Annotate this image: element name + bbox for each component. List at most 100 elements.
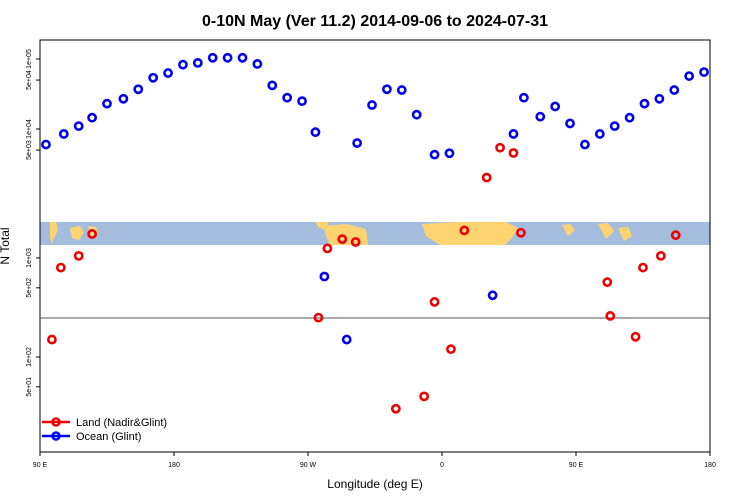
land-point bbox=[429, 297, 440, 307]
map-ocean bbox=[40, 222, 710, 245]
ocean-point bbox=[58, 129, 69, 139]
land-point bbox=[419, 391, 430, 402]
land-point bbox=[322, 243, 333, 254]
ocean-point bbox=[487, 290, 498, 301]
ocean-point bbox=[382, 84, 392, 95]
legend-ocean-marker bbox=[51, 431, 61, 441]
x-tick-label: 180 bbox=[704, 462, 716, 469]
land-point bbox=[337, 234, 348, 245]
ocean-point bbox=[669, 85, 680, 95]
ocean-point bbox=[411, 109, 422, 120]
ocean-point bbox=[341, 334, 352, 345]
land-point bbox=[87, 229, 98, 239]
chart-title: 0-10N May (Ver 11.2) 2014-09-06 to 2024-… bbox=[202, 13, 548, 30]
x-tick-label: 90 E bbox=[33, 462, 48, 469]
y-tick-label: 5e+04 bbox=[26, 70, 33, 90]
x-axis: 90 E 180 90 W 0 90 E 180 bbox=[33, 452, 716, 469]
ocean-point bbox=[41, 139, 51, 150]
land-point bbox=[47, 334, 57, 345]
ocean-point bbox=[396, 85, 407, 95]
ocean-point bbox=[319, 271, 330, 282]
land-point bbox=[481, 172, 492, 183]
ocean-point bbox=[624, 112, 635, 123]
ocean-point bbox=[429, 149, 440, 160]
land-point bbox=[350, 237, 361, 247]
ocean-point bbox=[508, 129, 519, 139]
map-land-indonesia-east bbox=[598, 223, 614, 239]
land-point bbox=[313, 312, 324, 323]
ocean-point bbox=[163, 68, 173, 78]
land-point bbox=[508, 148, 519, 158]
ocean-point bbox=[310, 127, 321, 138]
x-tick-label: 90 W bbox=[300, 462, 317, 469]
land-point bbox=[655, 251, 666, 261]
map-land-malay-peninsula bbox=[50, 222, 58, 244]
ocean-point bbox=[654, 93, 665, 104]
land-point bbox=[459, 225, 470, 236]
land-point bbox=[638, 262, 648, 273]
land-point bbox=[446, 344, 456, 355]
legend-land-label: Land (Nadir&Glint) bbox=[76, 417, 167, 429]
legend: Land (Nadir&Glint) Ocean (Glint) bbox=[42, 417, 167, 443]
ocean-point bbox=[222, 52, 233, 63]
land-point bbox=[495, 142, 505, 153]
ocean-point bbox=[535, 111, 546, 122]
map-land-arabian-sea-coast bbox=[562, 224, 575, 236]
y-tick-label: 5e+01 bbox=[26, 377, 33, 397]
y-tick-label: 1e+05 bbox=[26, 49, 33, 69]
y-tick-label: 1e+03 bbox=[26, 248, 33, 268]
ocean-point bbox=[102, 98, 112, 109]
land-point bbox=[55, 262, 66, 273]
ocean-point bbox=[87, 112, 98, 123]
map-land-africa bbox=[422, 222, 518, 245]
data-points bbox=[41, 52, 709, 414]
ocean-point bbox=[282, 92, 293, 103]
ocean-point bbox=[639, 98, 650, 109]
ocean-point bbox=[518, 92, 529, 103]
plot-frame bbox=[39, 39, 711, 453]
ocean-point bbox=[594, 129, 605, 139]
land-point bbox=[390, 403, 401, 414]
world-map-band bbox=[40, 222, 710, 245]
x-tick-label: 0 bbox=[440, 462, 444, 469]
ocean-point bbox=[565, 118, 575, 129]
y-tick-label: 1e+02 bbox=[26, 347, 33, 367]
ocean-point bbox=[133, 84, 144, 95]
land-point bbox=[73, 251, 84, 261]
legend-land-marker bbox=[51, 417, 61, 427]
ocean-point bbox=[684, 71, 695, 81]
y-tick-label: 1e+04 bbox=[26, 119, 33, 139]
ocean-point bbox=[699, 67, 709, 77]
ocean-point bbox=[352, 138, 363, 148]
x-tick-label: 90 E bbox=[569, 462, 584, 469]
land-point bbox=[630, 331, 641, 342]
x-tick-label: 180 bbox=[168, 462, 180, 469]
ocean-point bbox=[367, 100, 377, 110]
ocean-point bbox=[252, 59, 263, 69]
ocean-point bbox=[609, 121, 620, 132]
ocean-point bbox=[267, 80, 278, 91]
ocean-point bbox=[192, 57, 203, 68]
ocean-point bbox=[118, 93, 129, 104]
ocean-point bbox=[207, 52, 218, 63]
x-axis-label: Longitude (deg E) bbox=[327, 477, 422, 491]
ocean-point bbox=[297, 96, 307, 107]
ocean-point bbox=[444, 148, 455, 159]
map-land-indonesia-east-2 bbox=[618, 227, 632, 241]
y-tick-label: 5e+03 bbox=[26, 140, 33, 160]
ocean-point bbox=[550, 101, 561, 112]
legend-ocean-label: Ocean (Glint) bbox=[76, 431, 141, 443]
ocean-point bbox=[148, 72, 159, 83]
y-axis-label: N Total bbox=[0, 227, 12, 264]
land-point bbox=[602, 277, 613, 288]
y-tick-label: 5e+02 bbox=[26, 278, 33, 298]
land-point bbox=[605, 311, 616, 321]
ocean-point bbox=[580, 139, 590, 150]
ocean-point bbox=[237, 52, 248, 63]
land-point bbox=[516, 227, 526, 238]
land-point bbox=[670, 230, 681, 241]
ocean-point bbox=[73, 121, 84, 132]
